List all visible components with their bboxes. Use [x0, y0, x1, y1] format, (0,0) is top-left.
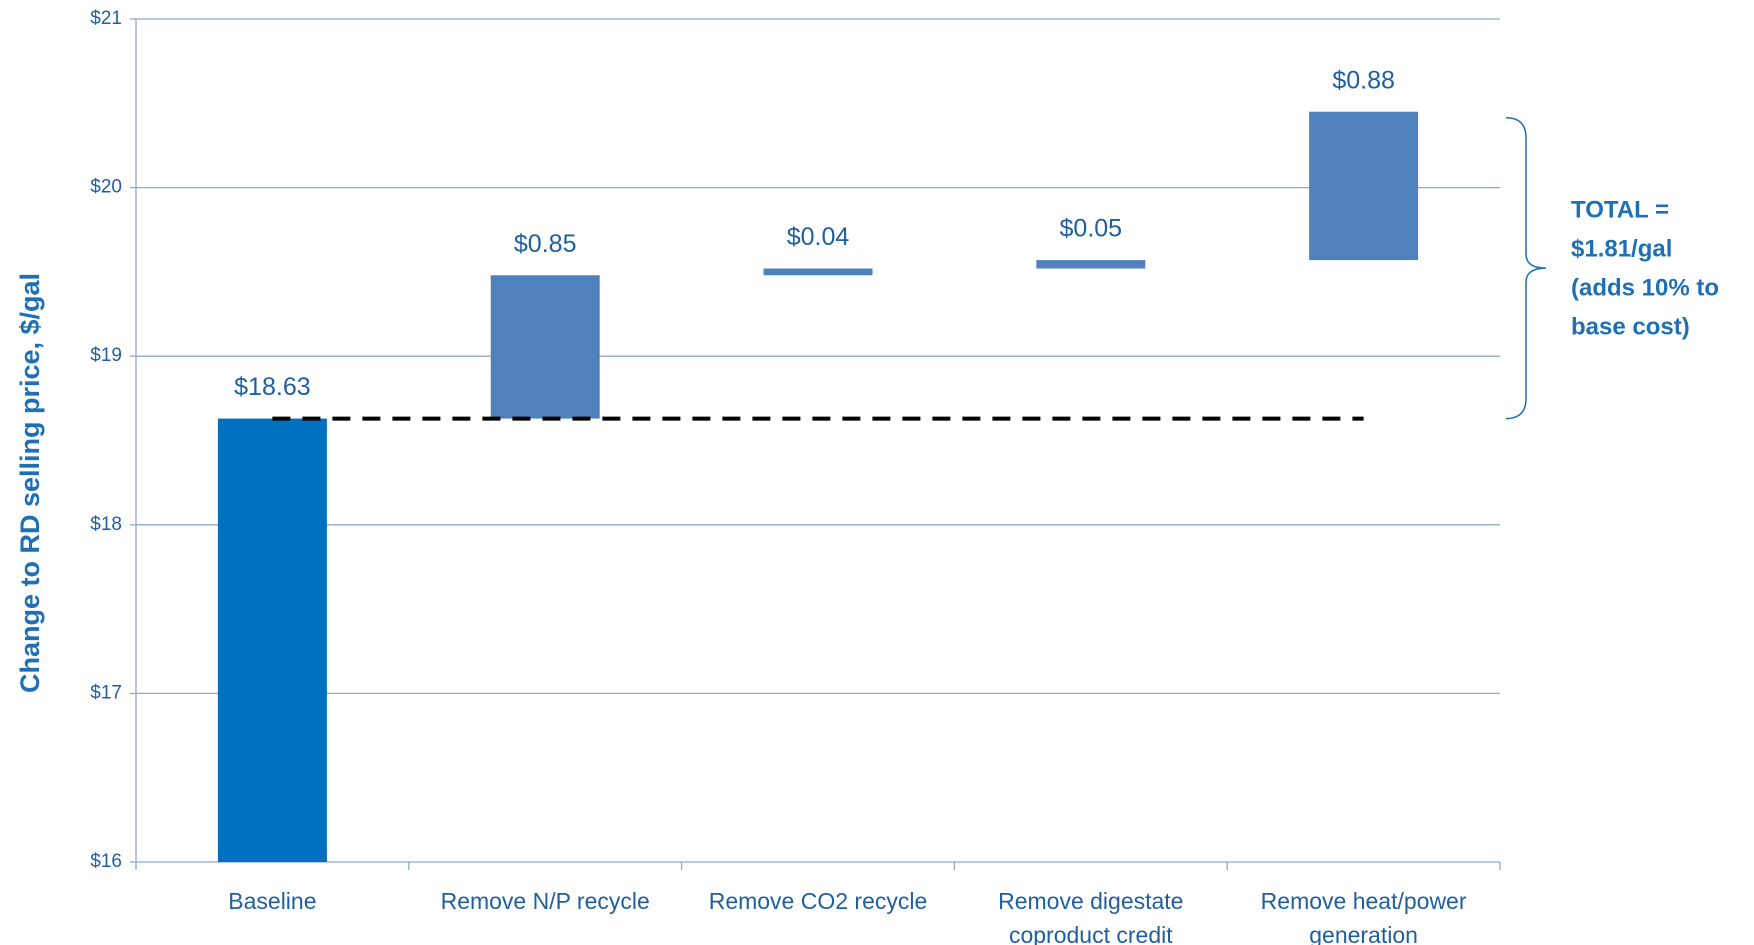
bar	[490, 275, 600, 419]
x-tick-label: Baseline	[228, 888, 317, 914]
bar	[217, 418, 327, 862]
annotation-line: (adds 10% to	[1571, 274, 1719, 301]
y-tick-label: $20	[90, 177, 122, 198]
y-tick-label: $17	[90, 682, 122, 703]
value-label: $0.05	[1060, 215, 1123, 243]
brace	[1505, 116, 1547, 420]
y-axis-title: Change to RD selling price, $/gal	[15, 273, 45, 693]
bar	[1036, 260, 1146, 269]
y-tick-label: $19	[90, 345, 122, 366]
bar	[1309, 111, 1419, 261]
x-tick-label: Remove N/P recycle	[440, 888, 650, 914]
x-tick-label: Remove CO2 recycle	[708, 888, 928, 914]
value-label: $0.85	[514, 230, 577, 258]
y-tick-label: $21	[90, 8, 122, 29]
value-label: $0.04	[787, 223, 850, 251]
y-tick-label: $16	[90, 851, 122, 872]
annotation-line: base cost)	[1571, 313, 1690, 340]
x-tick-label: Remove heat/power generation	[1260, 888, 1467, 945]
y-tick-label: $18	[90, 514, 122, 535]
annotation-line: TOTAL =	[1571, 196, 1669, 223]
value-label: $18.63	[234, 373, 310, 401]
x-tick-label: Remove digestate coproduct credit	[998, 888, 1184, 945]
annotation-line: $1.81/gal	[1571, 235, 1672, 262]
bar	[763, 268, 873, 276]
value-label: $0.88	[1332, 66, 1395, 94]
